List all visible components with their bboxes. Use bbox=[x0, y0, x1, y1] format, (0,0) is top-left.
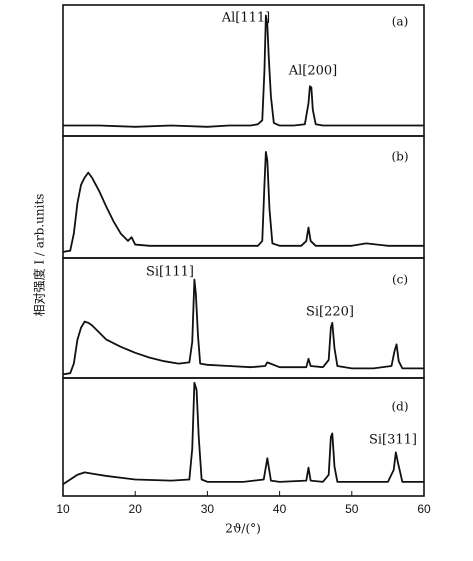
panel-label: (c) bbox=[392, 273, 408, 287]
x-tick-label: 30 bbox=[201, 502, 215, 516]
spectrum-line bbox=[62, 150, 424, 253]
x-tick-label: 20 bbox=[129, 502, 143, 516]
panel-label: (d) bbox=[391, 400, 408, 414]
peak-label: Al[200] bbox=[288, 64, 338, 79]
spectrum-line bbox=[62, 278, 424, 376]
y-axis-label: 相对强度 I / arb.units bbox=[32, 194, 47, 317]
panel-frame bbox=[62, 377, 425, 497]
panel-label: (b) bbox=[391, 150, 408, 164]
peak-label: Si[111] bbox=[146, 265, 194, 280]
panel-label: (a) bbox=[392, 15, 409, 29]
x-tick-label: 10 bbox=[56, 502, 70, 516]
x-axis-label: 2ϑ/(°) bbox=[225, 522, 261, 536]
x-tick-label: 60 bbox=[417, 502, 431, 516]
peak-label: Al[111] bbox=[221, 11, 271, 26]
spectrum-line bbox=[63, 14, 424, 128]
peak-label: Si[311] bbox=[369, 433, 417, 448]
peak-label: Si[220] bbox=[306, 305, 354, 320]
x-tick-label: 40 bbox=[273, 502, 287, 516]
panel-frame bbox=[62, 135, 425, 259]
spectrum-line bbox=[62, 381, 424, 485]
panel-frame bbox=[62, 257, 425, 379]
x-tick-label: 50 bbox=[345, 502, 359, 516]
